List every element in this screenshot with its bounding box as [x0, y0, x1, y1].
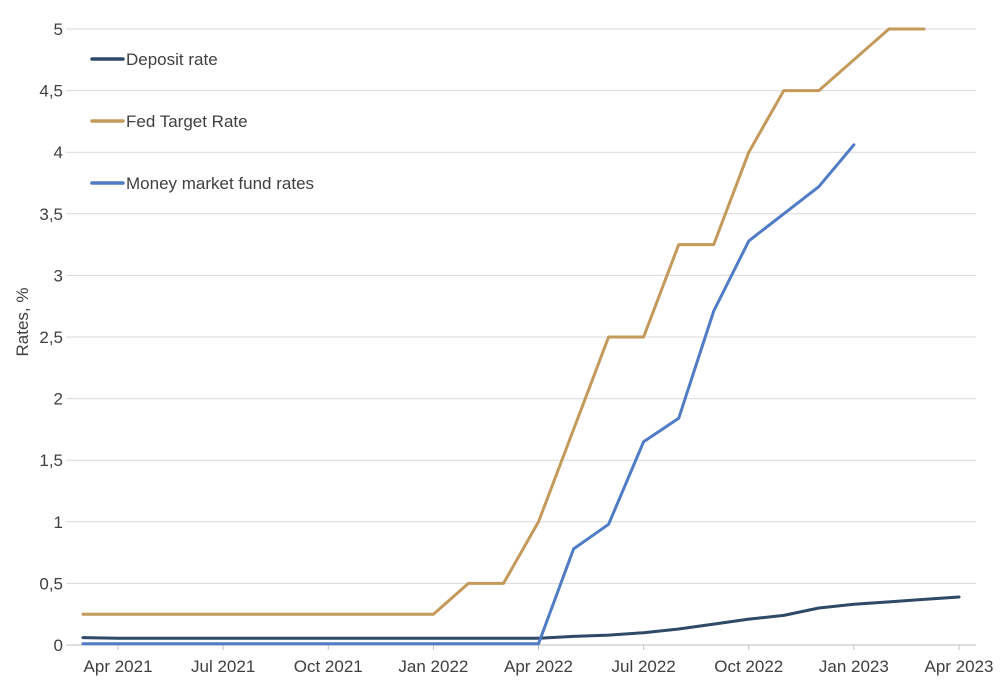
x-tick-labels: Apr 2021 Jul 2021 Oct 2021 Jan 2022 Apr 2022…	[84, 645, 994, 676]
y-tick-label: 4,5	[39, 82, 63, 101]
y-tick-label: 3,5	[39, 205, 63, 224]
y-tick-label: 0	[54, 636, 63, 655]
x-tick-label: Jan 2023	[819, 657, 889, 676]
x-tick-label: Apr 2021	[84, 657, 153, 676]
series-line-deposit-rate	[81, 595, 961, 640]
y-tick-label: 2	[54, 390, 63, 409]
y-tick-label: 2,5	[39, 328, 63, 347]
x-tick-label: Jul 2021	[191, 657, 255, 676]
y-tick-label: 4	[54, 143, 63, 162]
series-line-money-market-fund-rates	[81, 143, 856, 646]
y-tick-label: 0,5	[39, 574, 63, 593]
gridlines	[66, 28, 976, 646]
series-line-fed-target-rate	[81, 27, 926, 616]
y-tick-label: 3	[54, 266, 63, 285]
legend-label-money-market-fund-rates: Money market fund rates	[126, 174, 314, 193]
y-tick-label: 1	[54, 513, 63, 532]
legend-label-deposit-rate: Deposit rate	[126, 50, 218, 69]
x-tick-label: Oct 2022	[714, 657, 783, 676]
y-tick-label: 1,5	[39, 451, 63, 470]
x-tick-label: Oct 2021	[294, 657, 363, 676]
y-tick-label: 5	[54, 20, 63, 39]
x-tick-label: Jan 2022	[398, 657, 468, 676]
y-tick-labels: 0 0,5 1 1,5 2 2,5 3 3,5 4 4,5 5	[39, 20, 63, 655]
y-axis-title: Rates, %	[13, 288, 32, 357]
x-tick-label: Jul 2022	[611, 657, 675, 676]
legend-label-fed-target-rate: Fed Target Rate	[126, 112, 248, 131]
x-tick-label: Apr 2022	[504, 657, 573, 676]
legend: Deposit rate Fed Target Rate Money market …	[90, 50, 314, 193]
x-tick-label: Apr 2023	[925, 657, 994, 676]
series-lines	[81, 27, 961, 646]
